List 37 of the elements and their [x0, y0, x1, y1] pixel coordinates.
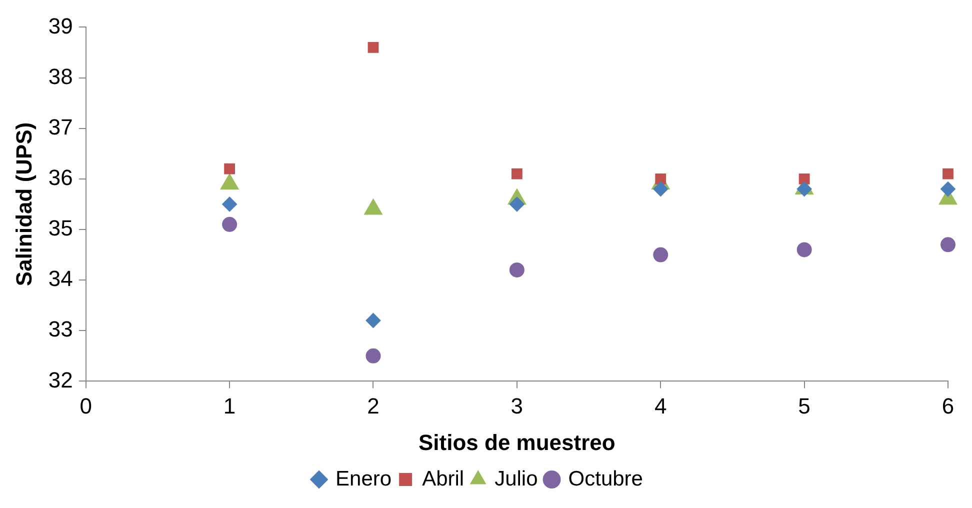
point	[653, 247, 668, 262]
y-tick-label: 32	[48, 367, 73, 392]
y-tick-label: 37	[48, 114, 73, 140]
point	[366, 348, 381, 364]
point	[798, 173, 810, 184]
y-axis-title: Salinidad (UPS)	[11, 122, 36, 286]
point	[940, 237, 956, 252]
y-tick-label: 35	[48, 216, 73, 241]
legend-label: Enero	[336, 467, 392, 490]
legend-label: Abril	[422, 467, 464, 490]
x-tick-label: 1	[223, 393, 236, 418]
point	[511, 168, 522, 180]
y-tick-label: 36	[48, 164, 73, 190]
y-tick-label: 33	[48, 316, 73, 342]
y-tick-label: 38	[48, 64, 73, 89]
x-tick-label: 5	[798, 393, 810, 418]
point	[509, 262, 524, 278]
legend-label: Octubre	[568, 467, 643, 490]
point	[796, 242, 812, 258]
x-tick-label: 4	[654, 393, 667, 418]
y-tick-label: 39	[48, 13, 73, 38]
point	[653, 182, 668, 197]
legend-label: Julio	[494, 467, 538, 490]
x-tick-label: 2	[367, 393, 380, 418]
point	[224, 163, 236, 174]
point	[368, 42, 379, 53]
point	[942, 168, 954, 180]
y-tick-label: 34	[48, 266, 73, 292]
x-tick-label: 0	[80, 393, 92, 418]
x-tick-label: 3	[510, 393, 524, 418]
x-axis-title: Sitios de muestreo	[418, 430, 616, 455]
x-tick-label: 6	[942, 393, 954, 418]
point	[796, 182, 812, 197]
point	[366, 313, 381, 328]
point	[222, 196, 238, 212]
point	[940, 182, 956, 197]
point	[222, 216, 238, 232]
